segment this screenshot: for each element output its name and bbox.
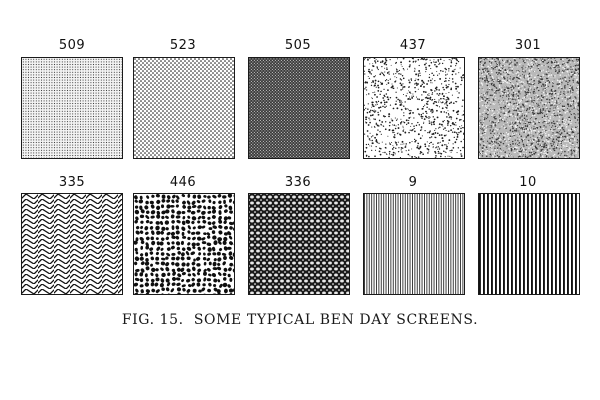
screen-number-label: 335	[58, 175, 86, 190]
pattern-fine-vertical-lines	[363, 193, 465, 295]
pattern-stipple-dense	[478, 57, 580, 159]
screen-number-label: 523	[169, 38, 197, 53]
screen-number-label: 301	[514, 38, 542, 53]
pattern-bold-vertical-lines	[478, 193, 580, 295]
pattern-fine-dots	[21, 57, 123, 159]
screen-number-label: 9	[408, 175, 418, 190]
screen-number-label: 10	[519, 175, 537, 190]
screen-number-label: 336	[284, 175, 312, 190]
pattern-herringbone	[21, 193, 123, 295]
figure-caption: FIG. 15. SOME TYPICAL BEN DAY SCREENS.	[121, 312, 479, 328]
pattern-irregular-cells	[133, 193, 235, 295]
pattern-mesh-lattice	[248, 193, 350, 295]
screen-number-label: 437	[399, 38, 427, 53]
screen-number-label: 509	[58, 38, 86, 53]
pattern-stipple-sparse	[363, 57, 465, 159]
pattern-crosshatch-dark	[248, 57, 350, 159]
pattern-medium-dots	[133, 57, 235, 159]
screen-number-label: 446	[169, 175, 197, 190]
screen-number-label: 505	[284, 38, 312, 53]
